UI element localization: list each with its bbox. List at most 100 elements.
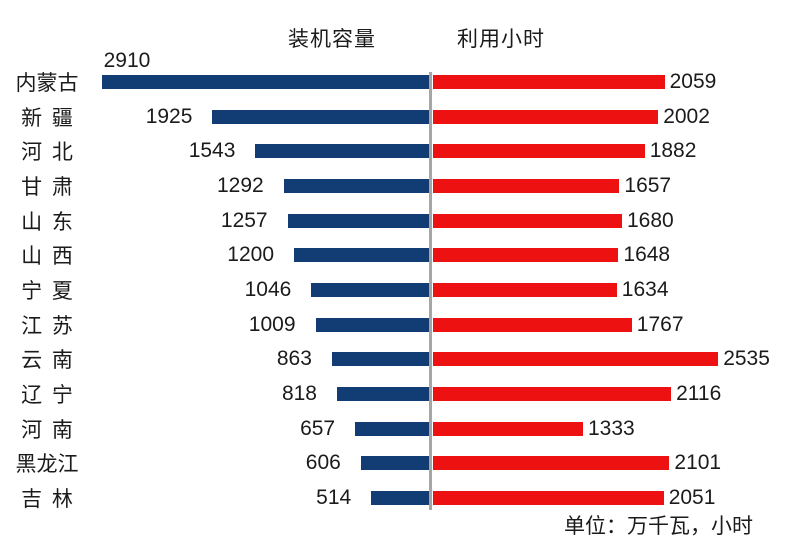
hours-value-label: 1767: [636, 312, 684, 336]
category-label: 云 南: [21, 349, 73, 373]
capacity-value-label: 1925: [145, 104, 193, 128]
capacity-bar-track: 1292: [81, 169, 429, 204]
hours-bar: [433, 178, 620, 193]
hours-bar: [433, 248, 619, 263]
category-label: 山 东: [21, 210, 73, 234]
capacity-bar: [255, 144, 429, 159]
hours-value-label: 1680: [627, 208, 674, 232]
hours-bar: [433, 421, 583, 436]
category-label: 黑龙江: [15, 453, 79, 477]
chart-row: 河 南 657 1333: [0, 411, 794, 446]
capacity-bar-track: 1046: [81, 273, 429, 308]
capacity-bar: [311, 282, 429, 297]
left-series-title: 装机容量: [288, 28, 376, 51]
capacity-bar-track: 1257: [81, 203, 429, 238]
capacity-bar: [283, 178, 429, 193]
hours-bar-track: 2535: [433, 342, 794, 377]
center-axis-line: [429, 72, 432, 510]
chart-row: 黑龙江 606 2101: [0, 446, 794, 481]
capacity-value-label: 657: [300, 416, 336, 440]
capacity-bar-track: 514: [81, 481, 429, 516]
hours-bar: [433, 352, 719, 367]
capacity-bar: [294, 248, 429, 263]
hours-bar-track: 1634: [433, 273, 794, 308]
chart-row: 山 东 1257 1680: [0, 203, 794, 238]
capacity-bar: [337, 386, 429, 401]
capacity-bar: [212, 109, 429, 124]
hours-value-label: 2002: [663, 104, 710, 128]
hours-bar-track: 1333: [433, 411, 794, 446]
capacity-value-label: 1200: [227, 243, 274, 267]
hours-bar-track: 2002: [433, 99, 794, 134]
chart-row: 甘 肃 1292 1657: [0, 169, 794, 204]
capacity-bar: [331, 352, 429, 367]
category-label: 甘 肃: [21, 175, 73, 199]
chart-row: 辽 宁 818 2116: [0, 377, 794, 412]
hours-value-label: 1634: [621, 277, 669, 301]
hours-value-label: 2101: [674, 451, 722, 475]
category-label: 宁 夏: [21, 279, 73, 303]
capacity-bar: [287, 213, 429, 228]
category-label: 河 北: [21, 141, 73, 165]
hours-bar: [433, 109, 659, 124]
hours-value-label: 1333: [588, 416, 635, 440]
hours-bar-track: 1657: [433, 169, 794, 204]
category-label: 山 西: [21, 245, 73, 269]
hours-bar: [433, 282, 617, 297]
hours-value-label: 2116: [676, 381, 722, 405]
chart-row: 内蒙古 2910 2059: [0, 49, 794, 100]
hours-bar: [433, 456, 670, 471]
capacity-bar-track: 1925: [81, 99, 429, 134]
category-label: 新 疆: [21, 106, 73, 130]
units-note: 单位：万千瓦，小时: [564, 515, 753, 538]
category-label: 江 苏: [21, 314, 73, 338]
category-label: 河 南: [21, 418, 73, 442]
capacity-value-label: 514: [316, 485, 352, 509]
capacity-bar-track: 818: [81, 377, 429, 412]
capacity-value-label: 1257: [220, 208, 268, 232]
chart-row: 云 南 863 2535: [0, 342, 794, 377]
hours-bar-track: 2051: [433, 481, 794, 516]
capacity-bar: [315, 317, 429, 332]
capacity-value-label: 818: [281, 381, 317, 405]
hours-bar-track: 2059: [433, 65, 794, 100]
hours-value-label: 1657: [624, 173, 672, 197]
capacity-bar-track: 657: [81, 411, 429, 446]
hours-bar: [433, 75, 665, 90]
hours-value-label: 2059: [669, 70, 717, 94]
hours-value-label: 2051: [668, 485, 716, 509]
capacity-bar: [360, 456, 429, 471]
chart-row: 河 北 1543 1882: [0, 134, 794, 169]
capacity-value-label: 1046: [244, 277, 292, 301]
hours-bar: [433, 213, 622, 228]
chart-row: 江 苏 1009 1767: [0, 307, 794, 342]
category-label: 内蒙古: [15, 72, 79, 96]
chart-rows: 内蒙古 2910 2059 新 疆 1925 2002 河 北 1543 1882 甘 肃 1292…: [0, 49, 794, 516]
chart-row: 宁 夏 1046 1634: [0, 273, 794, 308]
capacity-bar-track: 1543: [81, 134, 429, 169]
capacity-value-label: 1009: [248, 312, 296, 336]
hours-bar-track: 1882: [433, 134, 794, 169]
capacity-value-label: 1292: [216, 173, 264, 197]
right-series-title: 利用小时: [457, 28, 545, 51]
hours-bar: [433, 144, 645, 159]
capacity-value-label: 863: [276, 347, 312, 371]
capacity-bar-track: 863: [81, 342, 429, 377]
hours-bar-track: 2116: [433, 377, 794, 412]
hours-value-label: 1882: [649, 139, 697, 163]
chart-row: 新 疆 1925 2002: [0, 99, 794, 134]
hours-bar-track: 1648: [433, 238, 794, 273]
hours-bar-track: 1680: [433, 203, 794, 238]
hours-bar-track: 1767: [433, 307, 794, 342]
hours-value-label: 2535: [723, 347, 770, 371]
capacity-value-label: 1543: [188, 139, 236, 163]
hours-bar-track: 2101: [433, 446, 794, 481]
capacity-bar-track: 2910: [81, 49, 429, 100]
category-label: 辽 宁: [21, 383, 73, 407]
capacity-bar: [371, 490, 429, 505]
capacity-bar: [355, 421, 429, 436]
capacity-bar: [101, 75, 429, 90]
hours-bar: [433, 317, 632, 332]
capacity-value-label: 2910: [103, 48, 151, 72]
